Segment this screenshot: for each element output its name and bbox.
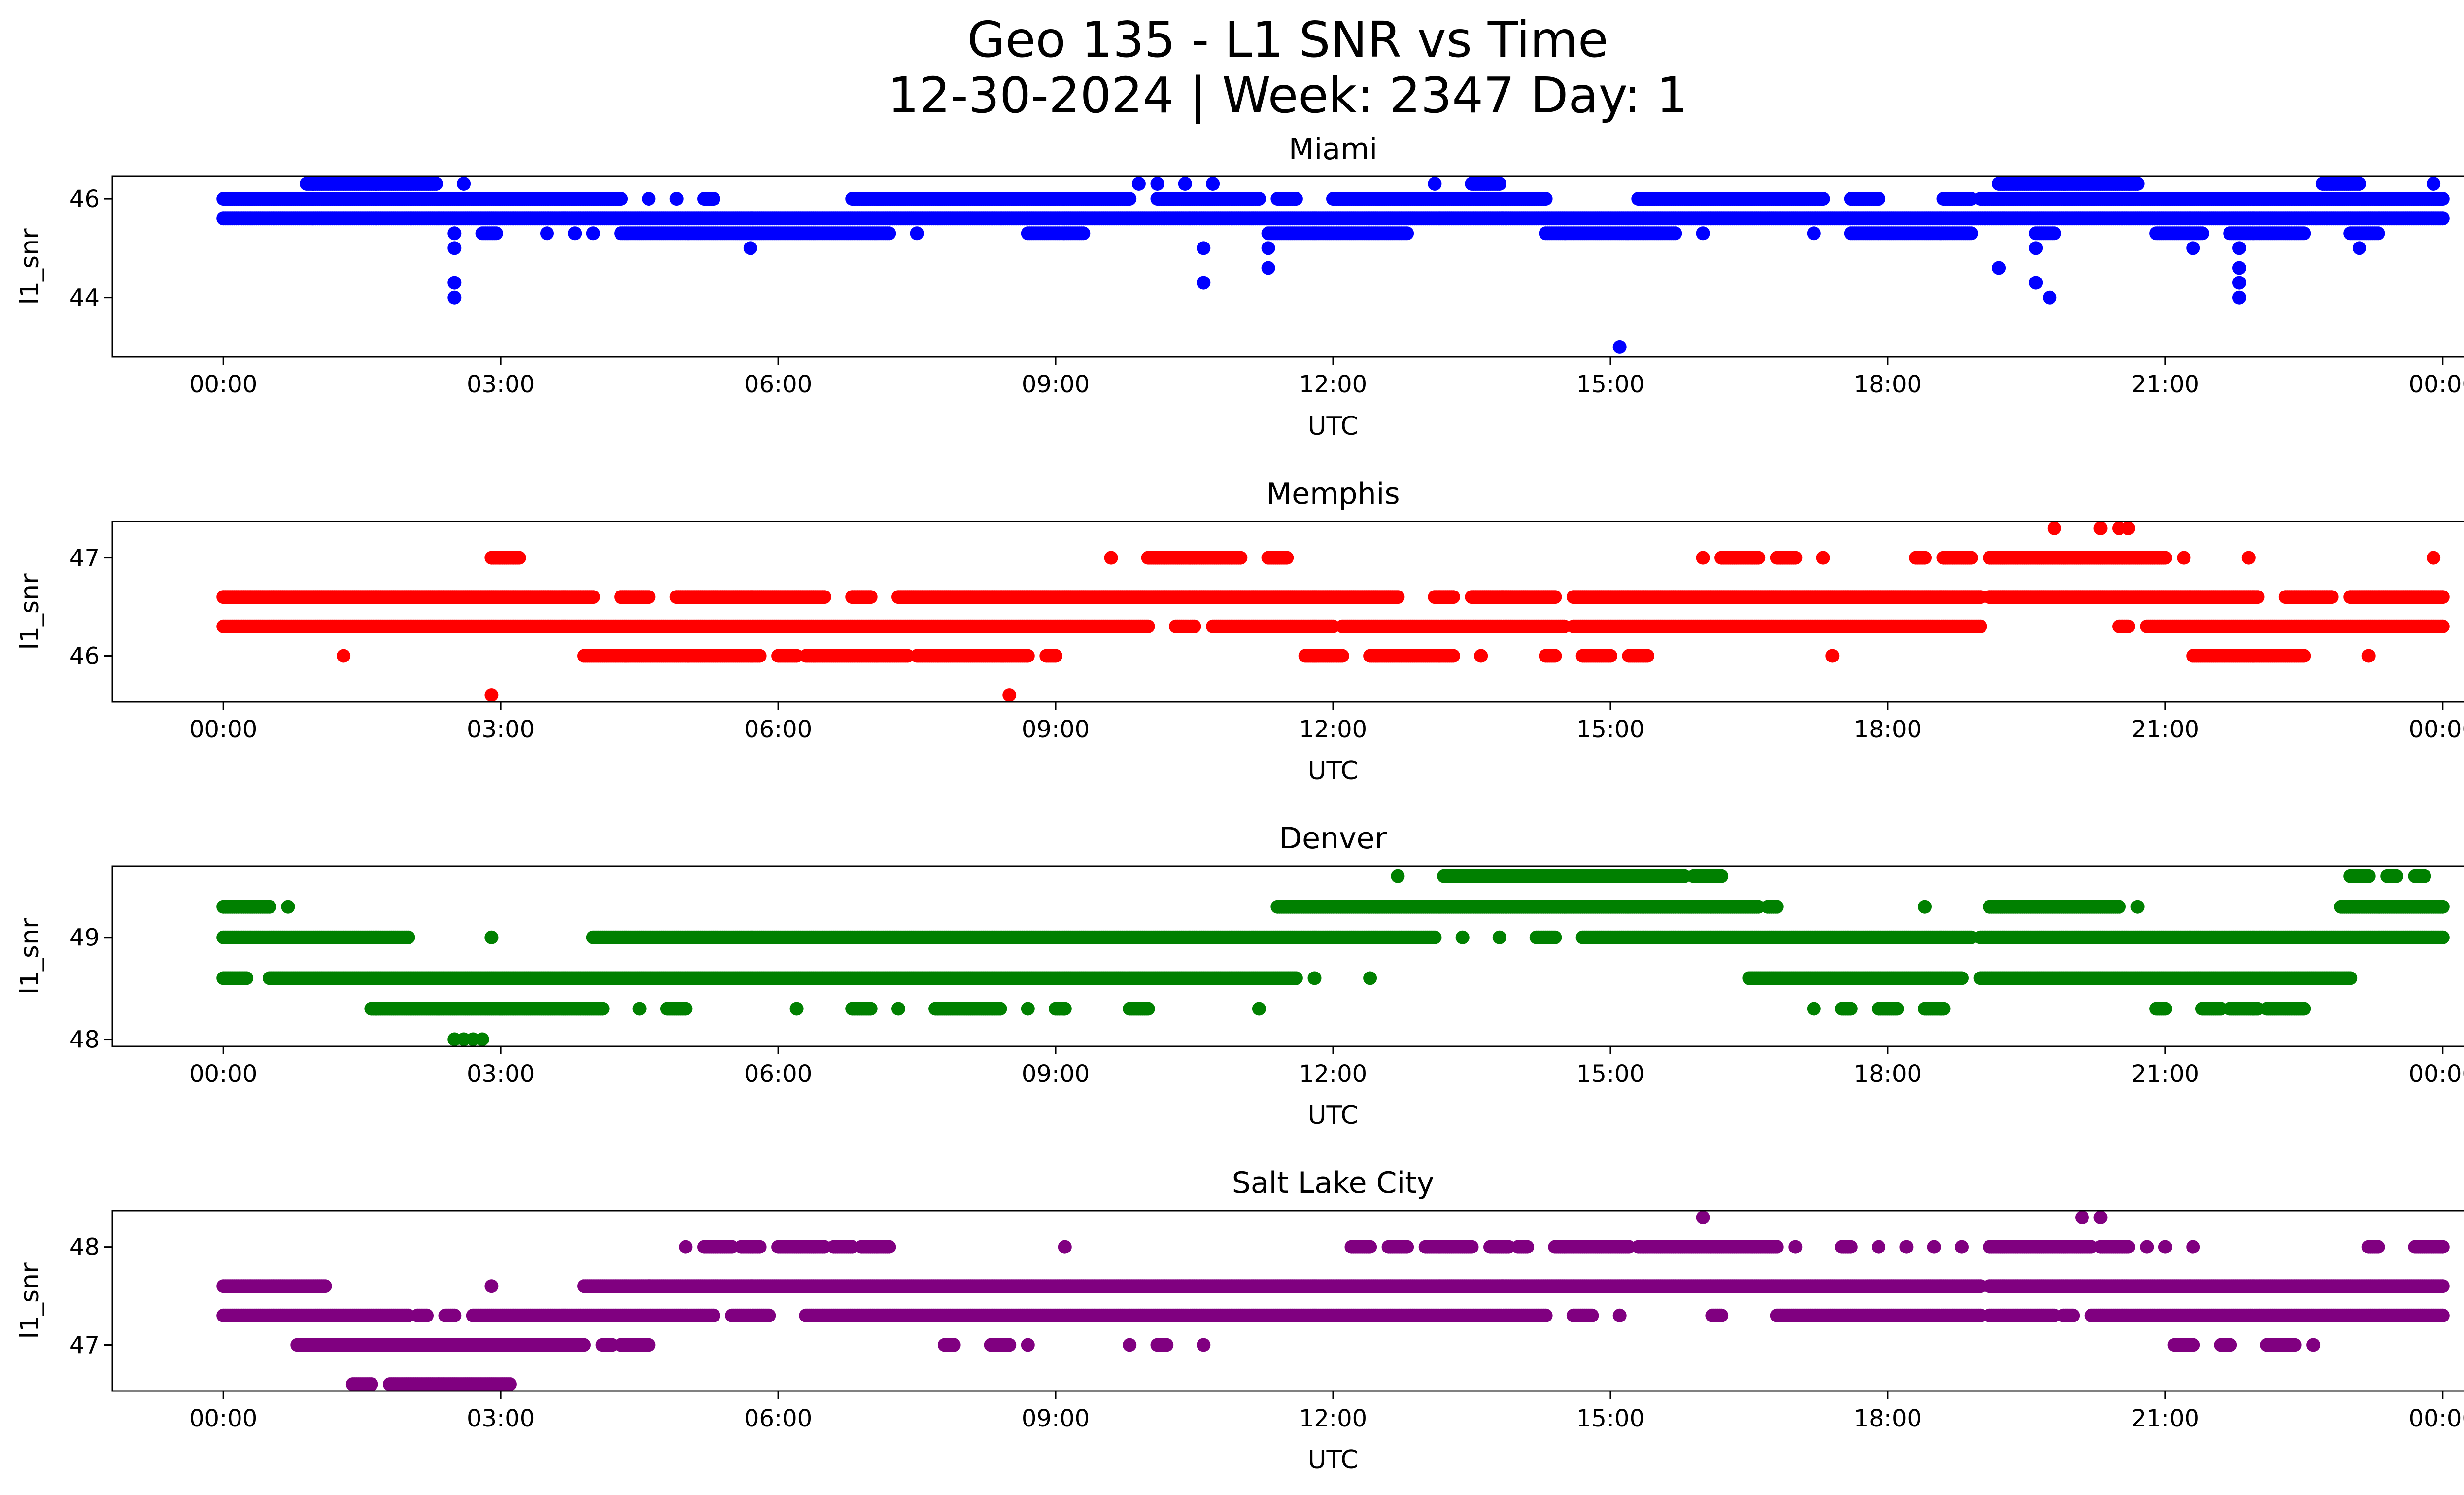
data-point [1197, 276, 1211, 290]
data-point [586, 226, 600, 241]
data-point [1131, 177, 1146, 191]
x-tick-label: 21:00 [2131, 371, 2199, 398]
data-point [1206, 177, 1220, 191]
data-point [1261, 241, 1275, 255]
data-point [817, 590, 831, 604]
x-tick-label: 06:00 [744, 371, 812, 398]
y-axis-label: l1_snr [15, 228, 45, 305]
data-point [1872, 192, 1886, 206]
scatter-points [216, 177, 2450, 354]
data-point [1816, 192, 1830, 206]
data-point [2047, 226, 2061, 241]
panel-memphis: Memphis 00:00 03:00 06:00 09:00 12:00 15:00 18… [15, 477, 2464, 786]
panel-title: Memphis [1266, 477, 1400, 511]
x-tick-label: 15:00 [1576, 371, 1644, 398]
y-tick-label: 46 [69, 185, 100, 213]
data-point [1391, 590, 1405, 604]
data-point [2195, 226, 2209, 241]
data-point [447, 226, 462, 241]
data-point [2297, 226, 2311, 241]
data-point [1696, 226, 1710, 241]
x-tick-label: 00:00 [189, 371, 257, 398]
data-point [2043, 290, 2057, 305]
data-point [642, 192, 656, 206]
data-point [706, 192, 720, 206]
panel-miami: Miami 00:00 03:00 06:00 09:00 12:00 15:00 18:0… [15, 132, 2464, 441]
data-point [429, 177, 443, 191]
x-tick-label: 18:00 [1854, 371, 1922, 398]
data-point [2251, 590, 2265, 604]
data-point [1141, 619, 1155, 633]
data-point [669, 192, 684, 206]
data-point [1548, 590, 1562, 604]
data-point [2232, 290, 2246, 305]
data-point [614, 192, 628, 206]
data-point [447, 276, 462, 290]
data-point [1187, 619, 1201, 633]
data-point [1252, 192, 1266, 206]
data-point [447, 290, 462, 305]
data-point [910, 226, 924, 241]
data-point [2232, 276, 2246, 290]
data-point [2029, 241, 2043, 255]
data-point [2435, 192, 2450, 206]
panel-title: Miami [1289, 132, 1377, 167]
data-point [489, 226, 503, 241]
x-tick-label: 12:00 [1299, 371, 1367, 398]
data-point [2121, 619, 2135, 633]
data-point [540, 226, 554, 241]
y-tick-label: 44 [69, 284, 100, 312]
data-point [2435, 211, 2450, 226]
x-tick-label: 00:00 [2409, 371, 2464, 398]
data-point [1807, 226, 1821, 241]
data-point [642, 590, 656, 604]
data-point [1289, 192, 1303, 206]
data-point [457, 177, 471, 191]
data-point [1492, 177, 1506, 191]
data-point [863, 590, 878, 604]
data-point [2435, 590, 2450, 604]
data-point [2325, 590, 2339, 604]
data-point [1197, 241, 1211, 255]
data-point [1964, 226, 1978, 241]
data-point [568, 226, 582, 241]
data-point [1428, 177, 1442, 191]
data-point [1261, 261, 1275, 275]
data-point [2130, 177, 2145, 191]
data-point [1076, 226, 1091, 241]
data-point [1668, 226, 1682, 241]
figure-subtitle: 12-30-2024 | Week: 2347 Day: 1 [888, 67, 1687, 124]
data-point [743, 241, 757, 255]
data-point [2352, 241, 2366, 255]
data-point [1612, 340, 1627, 354]
figure-title: Geo 135 - L1 SNR vs Time [967, 11, 1608, 69]
data-point [1539, 192, 1553, 206]
data-point [1400, 226, 1414, 241]
data-point [882, 226, 896, 241]
data-point [1446, 590, 1460, 604]
data-point [2186, 241, 2200, 255]
data-point [1178, 177, 1192, 191]
data-point [1123, 192, 1137, 206]
x-tick-label: 09:00 [1022, 371, 1090, 398]
data-point [1973, 619, 1987, 633]
data-point [2371, 226, 2385, 241]
data-point [2232, 241, 2246, 255]
data-point [586, 590, 600, 604]
data-point [2427, 177, 2441, 191]
data-point [2352, 177, 2366, 191]
data-point [447, 241, 462, 255]
scatter-points [216, 521, 2450, 702]
data-point [2029, 276, 2043, 290]
data-point [2232, 261, 2246, 275]
data-point [1992, 261, 2006, 275]
data-point [1150, 177, 1164, 191]
x-tick-label: 03:00 [467, 371, 535, 398]
x-axis-label: UTC [1307, 412, 1358, 441]
